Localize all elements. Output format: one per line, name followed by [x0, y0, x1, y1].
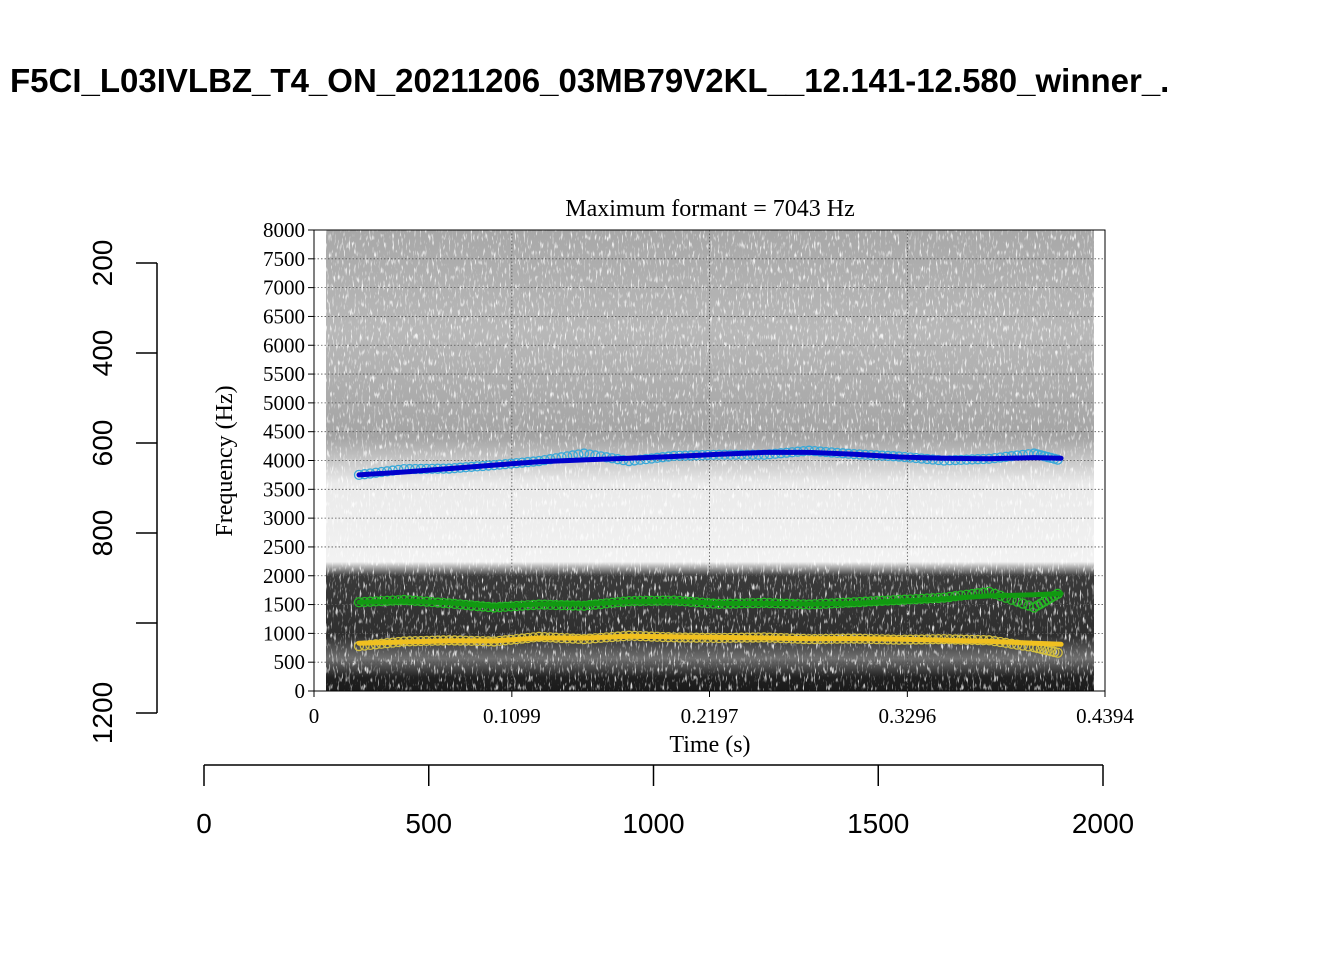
x-tick-label: 0.1099 — [483, 704, 541, 728]
y-tick-label: 0 — [295, 679, 306, 703]
y-tick-label: 6500 — [263, 304, 305, 328]
outer-x-tick-label: 1000 — [622, 808, 684, 839]
raw-point — [1017, 598, 1028, 609]
y-tick-label: 5500 — [263, 362, 305, 386]
outer-y-tick-label: 800 — [87, 510, 118, 557]
y-tick-label: 500 — [274, 650, 306, 674]
x-tick-label: 0.3296 — [878, 704, 936, 728]
x-tick-label: 0.2197 — [681, 704, 739, 728]
y-tick-label: 4500 — [263, 420, 305, 444]
raw-point — [1052, 647, 1063, 658]
outer-x-tick-label: 2000 — [1072, 808, 1134, 839]
y-tick-label: 7500 — [263, 247, 305, 271]
formant-track-2 — [356, 591, 1064, 609]
y-tick-label: 2500 — [263, 535, 305, 559]
y-axis-label: Frequency (Hz) — [212, 385, 238, 536]
outer-x-tick-label: 1500 — [847, 808, 909, 839]
outer-x-tick-label: 0 — [196, 808, 212, 839]
y-tick-label: 3500 — [263, 477, 305, 501]
outer-x-axis: 0 500 1000 1500 2000 — [196, 764, 1134, 839]
outer-y-axis: 200 400 600 800 1200 — [87, 240, 158, 744]
grid — [314, 230, 1105, 691]
y-tick-label: 1500 — [263, 593, 305, 617]
y-tick-label: 5000 — [263, 391, 305, 415]
outer-y-tick-label: 600 — [87, 420, 118, 467]
outer-x-tick-label: 500 — [405, 808, 452, 839]
x-tick-label: 0.4394 — [1076, 704, 1134, 728]
formant-tracks — [356, 449, 1064, 647]
y-tick-label: 6000 — [263, 333, 305, 357]
y-tick-label: 7000 — [263, 276, 305, 300]
chart-title: F5CI_L03IVLBZ_T4_ON_20211206_03MB79V2KL_… — [10, 62, 1169, 99]
formant-track-1 — [356, 449, 1064, 478]
inner-x-ticks: 0 0.1099 0.2197 0.3296 0.4394 — [309, 691, 1134, 728]
x-tick-label: 0 — [309, 704, 320, 728]
y-tick-label: 1000 — [263, 621, 305, 645]
inner-plot: Maximum formant = 7043 Hz 0 500 1000 1500 20… — [212, 196, 1134, 758]
y-tick-label: 8000 — [263, 218, 305, 242]
inner-y-ticks: 0 500 1000 1500 2000 2500 3000 3500 4000 4500 5000… — [263, 218, 314, 703]
outer-y-tick-label: 400 — [87, 330, 118, 377]
y-tick-label: 3000 — [263, 506, 305, 530]
outer-y-tick-label: 200 — [87, 240, 118, 287]
outer-y-tick-label: 1200 — [87, 682, 118, 744]
y-tick-label: 4000 — [263, 449, 305, 473]
x-axis-label: Time (s) — [669, 732, 750, 758]
formant-track-3 — [356, 633, 1064, 647]
inner-plot-title: Maximum formant = 7043 Hz — [565, 196, 855, 222]
y-tick-label: 2000 — [263, 564, 305, 588]
